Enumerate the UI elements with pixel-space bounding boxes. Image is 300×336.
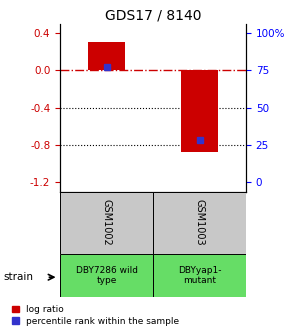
Title: GDS17 / 8140: GDS17 / 8140: [105, 8, 201, 23]
Bar: [181, 70, 218, 152]
Text: DBY7286 wild
type: DBY7286 wild type: [76, 266, 137, 285]
Legend: log ratio, percentile rank within the sample: log ratio, percentile rank within the sa…: [11, 303, 181, 327]
Bar: [60, 192, 153, 254]
Bar: [153, 192, 246, 254]
Text: GSM1002: GSM1002: [101, 199, 112, 246]
Text: DBYyap1-
mutant: DBYyap1- mutant: [178, 266, 221, 285]
Bar: [88, 42, 125, 70]
Text: GSM1003: GSM1003: [194, 199, 205, 246]
Text: strain: strain: [3, 272, 33, 282]
Bar: [153, 254, 246, 297]
Bar: [60, 254, 153, 297]
